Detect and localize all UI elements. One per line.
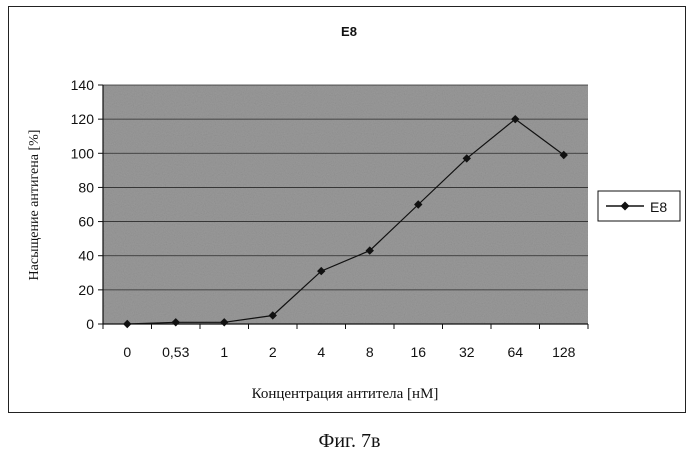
y-tick-label: 20 — [78, 282, 94, 298]
y-tick-label: 60 — [78, 214, 94, 230]
x-tick-label: 1 — [220, 344, 228, 360]
legend: E8 — [598, 191, 680, 221]
x-tick-label: 16 — [410, 344, 426, 360]
y-tick-label: 140 — [71, 77, 95, 93]
y-tick-label: 40 — [78, 248, 94, 264]
x-tick-label: 2 — [269, 344, 277, 360]
x-tick-label: 8 — [366, 344, 374, 360]
chart-title: E8 — [341, 24, 357, 39]
x-tick-label: 128 — [552, 344, 576, 360]
y-axis-label: Насыщение антигена [%] — [27, 130, 42, 281]
y-tick-label: 120 — [71, 111, 95, 127]
x-tick-label: 64 — [507, 344, 523, 360]
x-tick-label: 0 — [123, 344, 131, 360]
y-tick-label: 100 — [71, 145, 95, 161]
y-tick-label: 0 — [86, 316, 94, 332]
legend-label: E8 — [650, 199, 667, 215]
x-tick-label: 0,53 — [162, 344, 189, 360]
x-axis: 0 0,53 1 2 4 8 16 32 64 128 — [103, 324, 588, 360]
figure-caption: Фиг. 7в — [0, 430, 699, 453]
x-tick-label: 32 — [459, 344, 475, 360]
x-axis-label: Концентрация антитела [нМ] — [252, 386, 439, 402]
y-tick-label: 80 — [78, 179, 94, 195]
x-tick-label: 4 — [317, 344, 325, 360]
y-axis: 0 20 40 60 80 100 120 140 — [71, 77, 103, 332]
